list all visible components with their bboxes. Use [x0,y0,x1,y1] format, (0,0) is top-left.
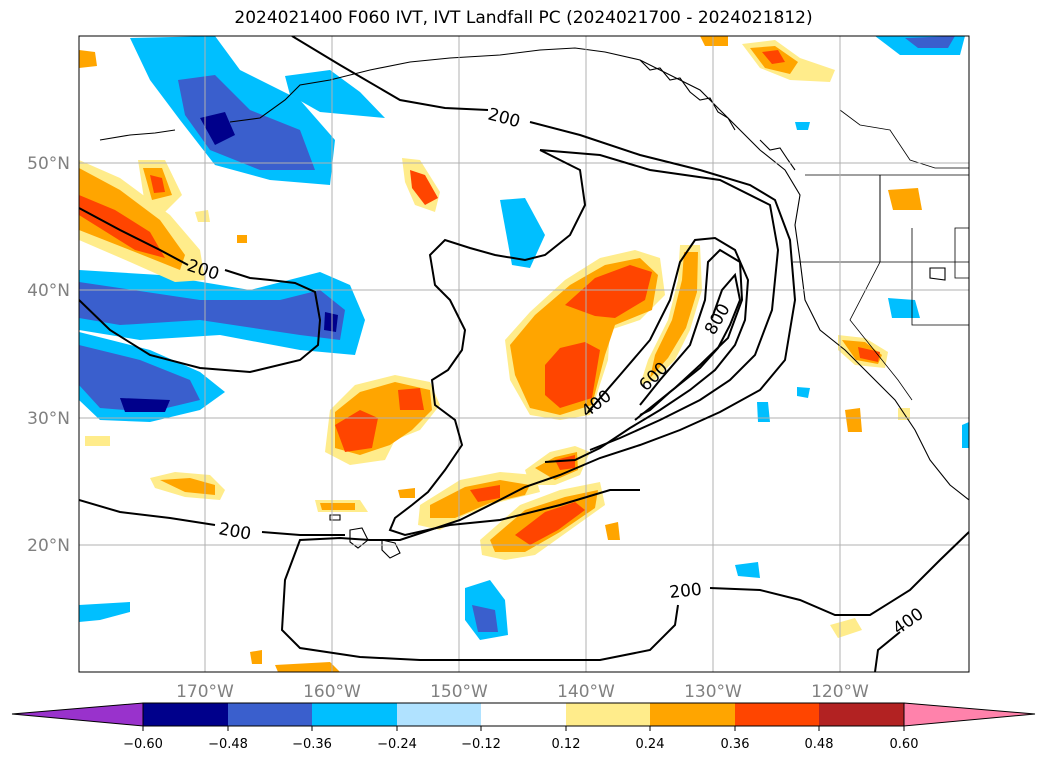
colorbar-segment [481,703,566,726]
colorbar-segment [228,703,312,726]
colorbar-segment [735,703,819,726]
colorbar-segment [650,703,735,726]
map-title: 2024021400 F060 IVT, IVT Landfall PC (20… [234,8,813,28]
shaded-fields [79,36,969,672]
colorbar-label: −0.60 [123,737,163,752]
colorbar-segment [566,703,650,726]
lat-label: 50°N [27,154,70,174]
colorbar: −0.60 −0.48 −0.36 −0.24 −0.12 0.12 0.24 … [11,702,1036,752]
colorbar-ticks [142,726,905,731]
lon-label: 160°W [303,682,361,702]
lon-label: 150°W [430,682,488,702]
colorbar-segment [312,703,397,726]
colorbar-label: 0.48 [805,737,834,752]
contour-label: 200 [668,580,702,603]
colorbar-label: −0.36 [292,737,332,752]
colorbar-label: −0.12 [461,737,501,752]
lon-tick-labels: 170°W 160°W 150°W 140°W 130°W 120°W [176,682,869,702]
colorbar-label: 0.60 [890,737,919,752]
ivt-contours [79,36,969,672]
colorbar-segment [143,703,228,726]
lon-label: 170°W [176,682,234,702]
colorbar-label: −0.48 [208,737,248,752]
grid-lines [79,36,969,672]
lat-tick-labels: 50°N 40°N 30°N 20°N [27,154,70,556]
colorbar-label: 0.24 [636,737,665,752]
colorbar-segment [819,703,904,726]
colorbar-label: 0.12 [552,737,581,752]
lat-label: 20°N [27,536,70,556]
lat-label: 40°N [27,281,70,301]
colorbar-tick-labels: −0.60 −0.48 −0.36 −0.24 −0.12 0.12 0.24 … [123,737,918,752]
map-frame [78,35,970,673]
colorbar-segment [397,703,481,726]
lon-label: 120°W [811,682,869,702]
colorbar-extend-left [11,702,144,727]
colorbar-extend-right [903,702,1036,727]
map-panel: 200 200 200 200 400 400 600 800 [79,36,969,672]
colorbar-label: −0.24 [377,737,417,752]
lon-label: 140°W [557,682,615,702]
lon-label: 130°W [684,682,742,702]
colorbar-label: 0.36 [721,737,750,752]
lat-label: 30°N [27,409,70,429]
